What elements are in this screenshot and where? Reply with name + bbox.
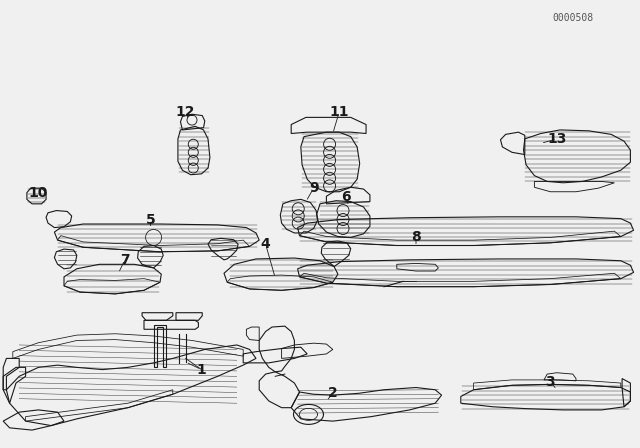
Text: 12: 12 <box>176 105 195 119</box>
Text: 4: 4 <box>260 237 271 251</box>
Text: 9: 9 <box>308 181 319 195</box>
Text: 2: 2 <box>328 386 338 401</box>
Text: 11: 11 <box>330 105 349 119</box>
Text: 6: 6 <box>340 190 351 204</box>
Text: 0000508: 0000508 <box>552 13 593 23</box>
Text: 1: 1 <box>196 362 207 377</box>
Text: 5: 5 <box>145 212 156 227</box>
Text: 10: 10 <box>29 185 48 200</box>
Text: 8: 8 <box>411 230 421 245</box>
Text: 13: 13 <box>547 132 566 146</box>
Text: 3: 3 <box>545 375 556 389</box>
Text: 7: 7 <box>120 253 130 267</box>
